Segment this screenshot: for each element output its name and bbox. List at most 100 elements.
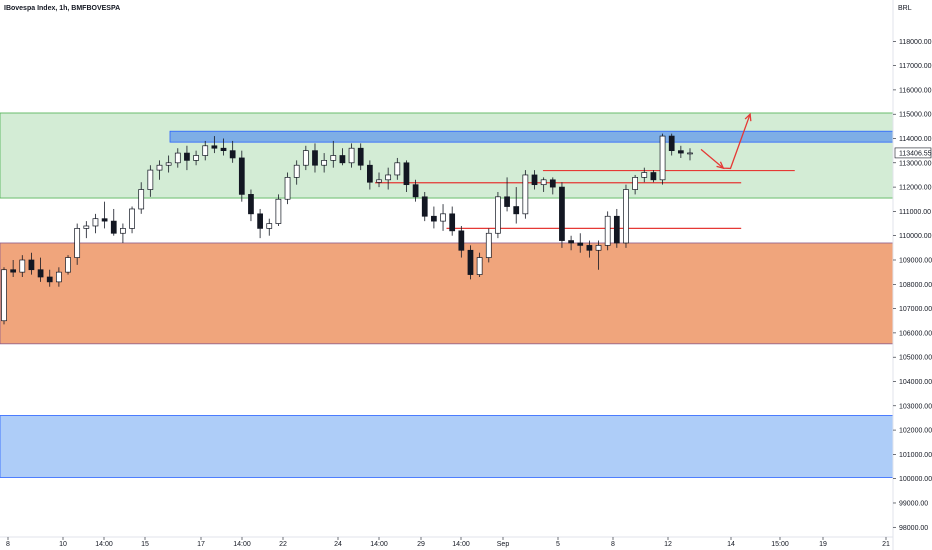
candle [1, 267, 7, 325]
candle [412, 179, 419, 202]
candle [403, 160, 410, 192]
candle [540, 177, 547, 192]
candle-body [46, 276, 53, 283]
candle [421, 191, 428, 222]
candle-body [302, 150, 309, 166]
candle-body [357, 147, 364, 166]
candle [449, 206, 456, 236]
candle-body [165, 162, 172, 166]
candle-body [220, 147, 227, 152]
candle [248, 189, 254, 222]
candle-body [147, 169, 154, 190]
candle-body [504, 196, 510, 207]
candle [65, 255, 71, 275]
x-tick-label: 14:00 [370, 541, 388, 548]
candle [46, 269, 53, 287]
candle [357, 143, 364, 171]
y-tick-label: 100000.00 [899, 476, 932, 483]
chart-title: IBovespa Index, 1h, BMFBOVESPA [4, 5, 120, 12]
x-tick-label: 14 [727, 541, 735, 548]
last-price-tag: 113406.55 [894, 147, 932, 159]
candle [348, 143, 355, 168]
x-tick-label: 17 [197, 541, 205, 548]
candle-body [202, 145, 209, 156]
x-tick-label: 15:00 [771, 541, 789, 548]
candle [677, 145, 684, 158]
candle [37, 257, 44, 282]
candle-body [156, 164, 163, 171]
y-tick-label: 103000.00 [899, 403, 932, 410]
y-tick-label: 115000.00 [899, 112, 932, 119]
candles-layer [1, 133, 693, 325]
candle-body [668, 135, 675, 152]
candle [10, 259, 17, 278]
candle [257, 208, 263, 239]
x-tick-label: 21 [882, 541, 890, 548]
x-tick-label: Sep [497, 541, 510, 548]
candle-body [650, 172, 657, 181]
y-tick-label: 106000.00 [899, 330, 932, 337]
candle [275, 194, 282, 226]
candle [321, 153, 327, 173]
price-axis: 118000.00 117000.00 116000.00 115000.00 1140… [893, 39, 932, 532]
candle [485, 228, 492, 263]
candle [101, 201, 108, 229]
candle-body [485, 232, 492, 258]
candle-body [10, 269, 17, 273]
candle-body [65, 257, 71, 273]
candle [312, 143, 318, 173]
y-tick-label: 104000.00 [899, 379, 932, 386]
candle [385, 167, 392, 190]
candle-body [248, 194, 254, 215]
x-tick-label: 8 [611, 541, 615, 548]
y-tick-label: 113000.00 [899, 160, 932, 167]
candle [650, 170, 657, 183]
candle [476, 252, 483, 278]
candle [504, 177, 510, 212]
x-tick-label: 8 [6, 541, 10, 548]
candle [229, 140, 236, 163]
candle [293, 160, 300, 185]
candle [74, 223, 81, 265]
y-tick-label: 112000.00 [899, 185, 932, 192]
candle-body [275, 198, 282, 224]
candle-body [604, 215, 611, 246]
candle-body [531, 174, 538, 186]
y-tick-label: 101000.00 [899, 452, 932, 459]
candle-body [613, 215, 620, 244]
y-tick-label: 111000.00 [899, 209, 931, 216]
candle-body [138, 189, 145, 210]
candle [266, 218, 273, 236]
candle-body [623, 189, 629, 244]
candle [19, 255, 26, 278]
candle [687, 148, 693, 161]
candle-body [586, 245, 593, 251]
x-tick-label: 14:00 [95, 541, 113, 548]
y-tick-label: 114000.00 [899, 136, 932, 143]
candle-body [677, 150, 684, 154]
candle-body [421, 196, 428, 217]
candle [120, 223, 126, 243]
candle [302, 145, 309, 171]
candle [394, 157, 401, 180]
candle-body [348, 147, 355, 164]
candle-body [522, 174, 529, 215]
projection-arrowhead-up [744, 112, 752, 122]
candle [549, 177, 556, 195]
candle-body [385, 174, 392, 181]
candle-body [376, 179, 382, 183]
candle-body [101, 218, 108, 222]
candle [193, 150, 199, 166]
candle-body [37, 269, 44, 278]
candle [220, 138, 227, 156]
candle-body [467, 249, 474, 275]
x-tick-label: 24 [334, 541, 342, 548]
candle-body [257, 213, 263, 229]
y-tick-label: 118000.00 [899, 39, 932, 46]
x-tick-label: 15 [141, 541, 149, 548]
candle-body [129, 208, 135, 229]
x-tick-label: 22 [279, 541, 287, 548]
candle-body [238, 157, 245, 195]
candle [668, 133, 675, 156]
candle [613, 208, 620, 248]
